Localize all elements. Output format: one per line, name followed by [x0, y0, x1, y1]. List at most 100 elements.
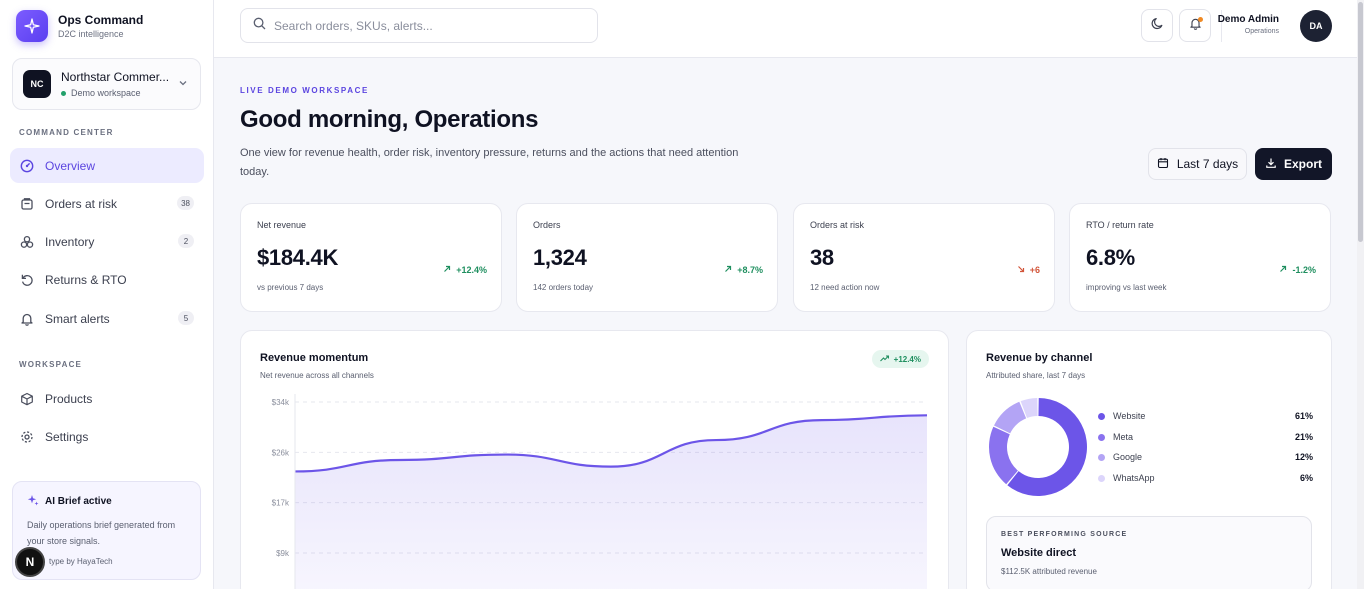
- date-range-label: Last 7 days: [1176, 157, 1239, 171]
- sidebar-item-label: Smart alerts: [45, 311, 110, 326]
- sidebar-item-orders-at-risk[interactable]: Orders at risk 38: [10, 186, 204, 221]
- scrollbar-thumb[interactable]: [1358, 2, 1363, 242]
- trend-pill: +12.4%: [871, 350, 929, 368]
- brand-subtitle: D2C intelligence: [58, 29, 124, 39]
- section-label-command-center: COMMAND CENTER: [19, 128, 114, 137]
- workspace-status-label: Demo workspace: [71, 88, 141, 98]
- y-tick-label: $34k: [272, 398, 290, 407]
- orders-icon: [19, 196, 34, 211]
- legend-value: 12%: [1294, 452, 1313, 462]
- revenue-area-chart: $34k $26k $17k $9k: [272, 394, 928, 589]
- kpi-label: RTO / return rate: [1086, 220, 1154, 230]
- donut-slice-whatsapp[interactable]: [1020, 398, 1038, 419]
- donut-slice-website[interactable]: [1007, 398, 1087, 496]
- sidebar-item-overview[interactable]: Overview: [10, 148, 204, 183]
- arrow-up-right-icon: [443, 265, 451, 275]
- best-source-subtext: $112.5K attributed revenue: [1001, 567, 1097, 576]
- arrow-up-right-icon: [1279, 265, 1287, 275]
- legend-item-meta: Meta 21%: [1098, 430, 1313, 444]
- legend-label: Google: [1113, 452, 1143, 462]
- inventory-icon: [19, 234, 34, 249]
- legend-label: Meta: [1113, 432, 1134, 442]
- sidebar-item-inventory[interactable]: Inventory 2: [10, 224, 204, 259]
- revenue-momentum-panel: Revenue momentum Net revenue across all …: [240, 330, 949, 589]
- kpi-value: 1,324: [533, 245, 587, 270]
- kpi-delta-value: +8.7%: [737, 265, 763, 275]
- returns-icon: [19, 272, 34, 287]
- sidebar: Ops Command D2C intelligence NC Northsta…: [0, 0, 214, 589]
- brand[interactable]: Ops Command D2C intelligence: [16, 10, 143, 42]
- calendar-icon: [1157, 157, 1169, 172]
- n-avatar[interactable]: N: [15, 547, 45, 577]
- kpi-label: Orders: [533, 220, 561, 230]
- kpi-delta-value: +6: [1029, 265, 1040, 275]
- kpi-delta: +6: [1017, 265, 1040, 275]
- workspace-switcher[interactable]: NC Northstar Commer... Demo workspace: [12, 58, 201, 110]
- legend-dot: [1098, 433, 1105, 441]
- kpi-value: 38: [810, 245, 834, 270]
- kpi-card-orders[interactable]: Orders 1,324 142 orders today +8.7%: [516, 203, 778, 312]
- y-tick-label: $9k: [276, 549, 290, 558]
- user-avatar[interactable]: DA: [1300, 10, 1332, 42]
- panel-title: Revenue momentum: [260, 352, 369, 364]
- kpi-label: Orders at risk: [810, 220, 865, 230]
- user-role: Operations: [1244, 28, 1279, 35]
- count-badge: 38: [177, 196, 194, 210]
- workspace-status: Demo workspace: [61, 88, 169, 98]
- arrow-down-right-icon: [1017, 265, 1025, 275]
- kpi-delta-value: -1.2%: [1292, 265, 1316, 275]
- best-source-label: BEST PERFORMING SOURCE: [1001, 531, 1128, 538]
- kpi-card-rto-return-rate[interactable]: RTO / return rate 6.8% improving vs last…: [1069, 203, 1331, 312]
- kpi-delta: +8.7%: [724, 265, 763, 275]
- sidebar-item-settings[interactable]: Settings: [10, 419, 204, 454]
- channel-donut-chart: [989, 398, 1087, 496]
- legend-item-whatsapp: WhatsApp 6%: [1098, 471, 1313, 485]
- notifications-button[interactable]: [1179, 9, 1211, 42]
- products-icon: [19, 391, 34, 406]
- export-label: Export: [1283, 157, 1322, 171]
- search-icon: [253, 17, 266, 35]
- search-input[interactable]: Search orders, SKUs, alerts...: [240, 8, 598, 43]
- eyebrow-label: LIVE DEMO WORKSPACE: [240, 86, 369, 95]
- export-button[interactable]: Export: [1255, 148, 1332, 180]
- bell-icon: [1189, 17, 1202, 35]
- legend-dot: [1098, 474, 1105, 482]
- legend-label: WhatsApp: [1113, 473, 1155, 483]
- sparkle-icon: [27, 494, 39, 509]
- moon-icon: [1151, 17, 1164, 35]
- y-tick-label: $17k: [272, 499, 290, 508]
- scrollbar[interactable]: [1357, 0, 1364, 589]
- trend-pill-value: +12.4%: [893, 354, 921, 364]
- donut-slice-google[interactable]: [993, 401, 1027, 434]
- sidebar-item-smart-alerts[interactable]: Smart alerts 5: [10, 301, 204, 336]
- legend-item-google: Google 12%: [1098, 450, 1313, 464]
- user-name: Demo Admin: [1217, 14, 1279, 25]
- brand-name: Ops Command: [58, 13, 144, 27]
- divider: [1221, 10, 1222, 42]
- kpi-value: $184.4K: [257, 245, 339, 270]
- topbar: Search orders, SKUs, alerts... Demo Admi…: [214, 0, 1357, 58]
- sidebar-item-products[interactable]: Products: [10, 381, 204, 416]
- theme-toggle-button[interactable]: [1141, 9, 1173, 42]
- sidebar-item-returns-rto[interactable]: Returns & RTO: [10, 262, 204, 297]
- donut-slice-meta[interactable]: [989, 426, 1018, 485]
- kpi-card-net-revenue[interactable]: Net revenue $184.4K vs previous 7 days +…: [240, 203, 502, 312]
- kpi-delta-value: +12.4%: [456, 265, 487, 275]
- download-icon: [1265, 157, 1277, 172]
- panel-subtitle: Net revenue across all channels: [260, 371, 374, 380]
- best-source-card[interactable]: BEST PERFORMING SOURCE Website direct $1…: [986, 516, 1312, 589]
- legend-value: 21%: [1294, 432, 1313, 442]
- kpi-delta: -1.2%: [1279, 265, 1316, 275]
- legend-item-website: Website 61%: [1098, 409, 1313, 423]
- y-tick-label: $26k: [272, 448, 290, 457]
- kpi-subtext: 142 orders today: [533, 283, 594, 292]
- kpi-value: 6.8%: [1086, 245, 1135, 270]
- revenue-area-fill: [295, 415, 927, 589]
- date-range-button[interactable]: Last 7 days: [1148, 148, 1247, 180]
- section-label-workspace: WORKSPACE: [19, 360, 83, 369]
- chevron-down-icon: [178, 78, 188, 91]
- kpi-card-orders-at-risk[interactable]: Orders at risk 38 12 need action now +6: [793, 203, 1055, 312]
- sidebar-item-label: Settings: [45, 429, 89, 444]
- status-dot: [61, 90, 66, 96]
- kpi-subtext: improving vs last week: [1086, 283, 1167, 292]
